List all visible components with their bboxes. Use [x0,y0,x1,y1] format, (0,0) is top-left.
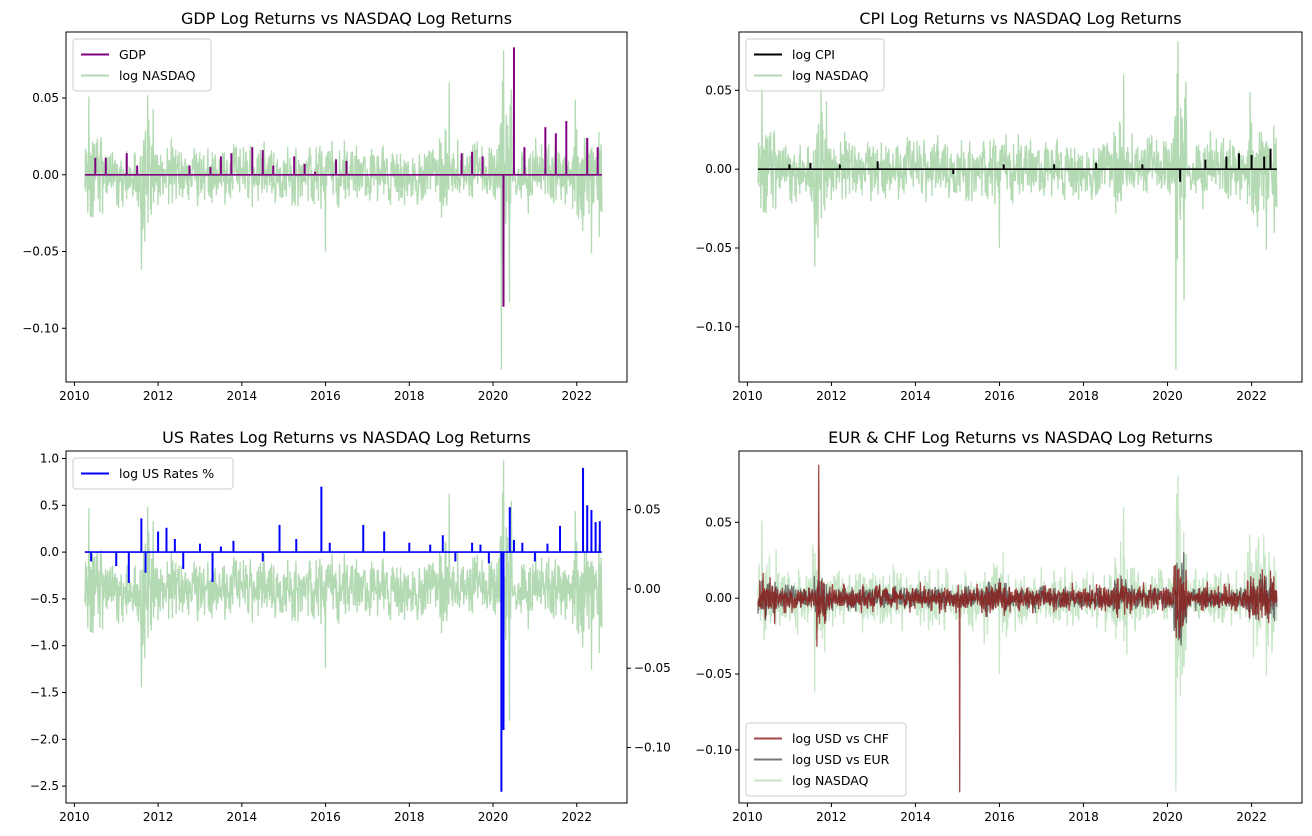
legend-label: log CPI [792,47,835,62]
x-tick-label: 2022 [561,810,592,824]
plot-area [757,464,1278,793]
legend-label: log USD vs CHF [792,731,889,746]
legend: log US Rates % [72,457,234,490]
legend-label: log US Rates % [119,466,214,481]
x-tick-label: 2022 [1236,389,1267,403]
x-tick-label: 2020 [1152,389,1183,403]
y-tick-label: 0.05 [705,83,732,97]
chart-title: EUR & CHF Log Returns vs NASDAQ Log Retu… [828,428,1213,447]
legend-box [72,457,234,490]
legend-label: log USD vs EUR [792,752,890,767]
series-log-nasdaq [84,460,603,791]
x-tick-label: 2010 [732,810,763,824]
legend-label: GDP [119,47,146,62]
series-gdp [84,47,602,307]
plot-area [84,460,603,792]
x-tick-label: 2018 [394,810,425,824]
y-tick-label: 0.00 [705,162,732,176]
axes-frame [65,31,628,383]
x-tick-label: 2022 [1236,810,1267,824]
x-tick-label: 2016 [310,810,341,824]
series-log-nasdaq [757,41,1278,370]
chart-2: 2010 2012 2014 2016 2018 2020 2022 0.05 0.00 −0.0… [695,9,1303,403]
legend-box [745,38,885,92]
x-tick-label: 2012 [816,389,847,403]
x-tick-label: 2014 [900,389,931,403]
x-tick-label: 2016 [984,810,1015,824]
chart-title: US Rates Log Returns vs NASDAQ Log Retur… [162,428,531,447]
chart-4: 2010 2012 2014 2016 2018 2020 2022 0.05 0.00 −0.0… [695,428,1303,824]
y-tick-label: 0.00 [705,591,732,605]
y-tick-label: 0.5 [40,498,59,512]
y-tick-label: −0.10 [22,321,59,335]
y-tick-label: −0.05 [695,667,732,681]
y-tick-label: 0.05 [32,91,59,105]
y-tick-label: −0.10 [695,743,732,757]
x-tick-label: 2014 [227,389,258,403]
legend-box [72,38,212,92]
series-log-usd-vs-chf [757,464,1278,793]
x-tick-label: 2014 [227,810,258,824]
y-tick-label: 0.00 [32,168,59,182]
legend: log CPI log NASDAQ [745,38,885,92]
legend-label: log NASDAQ [119,68,196,83]
y-tick-label: −0.05 [22,245,59,259]
axes-frame [65,450,628,804]
series-log-nasdaq [84,50,603,370]
legend: log USD vs CHF log USD vs EUR log NASDAQ [745,722,907,797]
x-tick-label: 2010 [732,389,763,403]
y-tick-label: −1.0 [30,639,59,653]
chart-title: CPI Log Returns vs NASDAQ Log Returns [859,9,1181,28]
x-tick-label: 2018 [1068,810,1099,824]
x-tick-label: 2010 [59,389,90,403]
x-tick-label: 2020 [478,389,509,403]
y-tick-label: −2.0 [30,732,59,746]
x-tick-label: 2014 [900,810,931,824]
legend-box [745,722,907,797]
x-tick-label: 2020 [478,810,509,824]
y-tick-label: −0.05 [695,241,732,255]
y-tick-label: −1.5 [30,686,59,700]
x-tick-label: 2012 [143,810,174,824]
y2-tick-label: −0.10 [634,741,671,755]
legend: GDP log NASDAQ [72,38,212,92]
x-tick-label: 2012 [816,810,847,824]
legend-label: log NASDAQ [792,68,869,83]
y2-tick-label: −0.05 [634,661,671,675]
chart-3: 2010 2012 2014 2016 2018 2020 2022 1.0 0.5 0.0 −0.… [30,428,671,824]
y-tick-label: −0.10 [695,320,732,334]
y2-tick-label: 0.00 [634,582,661,596]
x-tick-label: 2018 [1068,389,1099,403]
chart-1: 2010 2012 2014 2016 2018 2020 2022 0.05 0.00 −0.0… [22,9,628,403]
x-tick-label: 2018 [394,389,425,403]
y-tick-label: −2.5 [30,779,59,793]
x-tick-label: 2022 [561,389,592,403]
y-tick-label: −0.5 [30,592,59,606]
y-tick-label: 1.0 [40,451,59,465]
x-tick-label: 2010 [59,810,90,824]
x-tick-label: 2020 [1152,810,1183,824]
axes-frame [738,450,1303,804]
x-tick-label: 2012 [143,389,174,403]
axes-frame [738,31,1303,383]
series-log-cpi [757,148,1277,182]
plot-area [757,41,1278,370]
y2-tick-label: 0.05 [634,503,661,517]
y-tick-label: 0.0 [40,545,59,559]
series-log-us-rates- [84,467,602,792]
x-tick-label: 2016 [310,389,341,403]
x-tick-label: 2016 [984,389,1015,403]
y-tick-label: 0.05 [705,515,732,529]
legend-label: log NASDAQ [792,773,869,788]
plot-area [84,47,603,370]
chart-title: GDP Log Returns vs NASDAQ Log Returns [181,9,512,28]
